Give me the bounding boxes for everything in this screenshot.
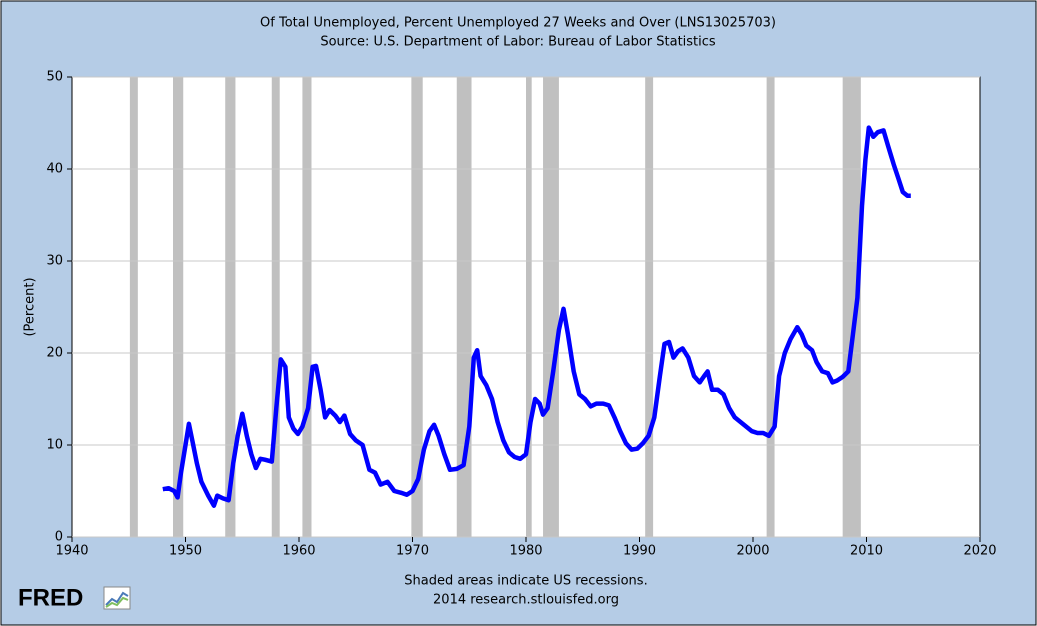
note: Shaded areas indicate US recessions. [404,574,647,589]
logo-icon [103,586,131,610]
y-tick-label: 0 [55,530,63,545]
y-tick-label: 50 [46,70,63,85]
x-tick-label: 1990 [623,544,656,559]
plot-layer [72,76,980,538]
recession-band [129,77,138,537]
credit: 2014 research.stlouisfed.org [433,593,619,608]
recession-band [645,77,654,537]
x-tick-label: 1960 [282,544,315,559]
x-tick-label: 2000 [736,544,769,559]
recession-band [543,77,559,537]
x-tick-label: 1940 [55,544,88,559]
recession-band [225,77,236,537]
x-tick-label: 2020 [963,544,996,559]
recession-band [766,77,775,537]
logo: FRED [18,584,83,611]
x-tick-label: 2010 [850,544,883,559]
recession-band [271,77,280,537]
recession-band [302,77,312,537]
recession-band [411,77,423,537]
x-tick-label: 1950 [169,544,202,559]
chart-title: Of Total Unemployed, Percent Unemployed … [260,16,776,31]
data-line [162,125,911,508]
chart-subtitle: Source: U.S. Department of Labor: Bureau… [320,35,716,50]
x-tick-label: 1970 [396,544,429,559]
y-axis-label: (Percent) [23,277,38,336]
y-tick-label: 40 [46,162,63,177]
recession-band [173,77,184,537]
x-tick-label: 1980 [509,544,542,559]
y-tick-label: 10 [46,438,63,453]
y-tick-label: 30 [46,254,63,269]
y-tick-label: 20 [46,346,63,361]
recession-band [842,77,861,537]
recession-band [526,77,532,537]
